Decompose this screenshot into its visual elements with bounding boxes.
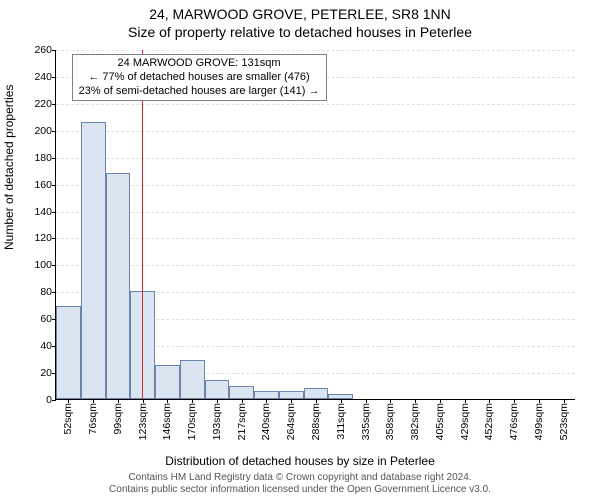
xtick-label: 288sqm: [310, 403, 322, 440]
bar: [254, 391, 279, 399]
xtick-label: 123sqm: [137, 403, 149, 440]
ytick-label: 60: [40, 313, 52, 325]
gridline-h: [56, 212, 575, 213]
bar: [279, 391, 304, 399]
xtick-label: 146sqm: [161, 403, 173, 440]
x-axis-label: Distribution of detached houses by size …: [0, 454, 600, 468]
reference-line: [142, 50, 143, 399]
ytick-label: 160: [34, 179, 52, 191]
ytick-mark: [52, 185, 56, 186]
xtick-label: 476sqm: [508, 403, 520, 440]
xtick-label: 311sqm: [335, 403, 347, 440]
xtick-label: 358sqm: [384, 403, 396, 440]
ytick-label: 80: [40, 286, 52, 298]
plot-area: 02040608010012014016018020022024026052sq…: [55, 50, 575, 400]
footnote: Contains HM Land Registry data © Crown c…: [0, 472, 600, 496]
annotation-line: 24 MARWOOD GROVE: 131sqm: [79, 57, 320, 71]
ytick-label: 20: [40, 367, 52, 379]
xtick-label: 335sqm: [360, 403, 372, 440]
xtick-label: 405sqm: [434, 403, 446, 440]
ytick-label: 140: [34, 206, 52, 218]
gridline-h: [56, 50, 575, 51]
ytick-label: 0: [46, 394, 52, 406]
xtick-label: 240sqm: [260, 403, 272, 440]
gridline-h: [56, 185, 575, 186]
chart-container: { "title_line1": "24, MARWOOD GROVE, PET…: [0, 0, 600, 500]
ytick-mark: [52, 131, 56, 132]
ytick-label: 260: [34, 44, 52, 56]
ytick-mark: [52, 400, 56, 401]
xtick-label: 99sqm: [112, 403, 124, 435]
gridline-h: [56, 158, 575, 159]
ytick-mark: [52, 292, 56, 293]
footnote-line1: Contains HM Land Registry data © Crown c…: [128, 472, 471, 483]
bar: [56, 306, 81, 399]
gridline-h: [56, 238, 575, 239]
chart-title-line2: Size of property relative to detached ho…: [0, 24, 600, 40]
xtick-label: 170sqm: [186, 403, 198, 440]
ytick-mark: [52, 265, 56, 266]
xtick-label: 499sqm: [533, 403, 545, 440]
ytick-label: 220: [34, 98, 52, 110]
gridline-h: [56, 131, 575, 132]
xtick-label: 382sqm: [409, 403, 421, 440]
ytick-mark: [52, 104, 56, 105]
bar: [180, 360, 205, 399]
bar: [229, 386, 254, 399]
ytick-label: 180: [34, 152, 52, 164]
ytick-label: 100: [34, 259, 52, 271]
gridline-h: [56, 265, 575, 266]
ytick-mark: [52, 77, 56, 78]
xtick-label: 217sqm: [236, 403, 248, 440]
y-axis-label: Number of detached properties: [2, 85, 16, 250]
annotation-line: ← 77% of detached houses are smaller (47…: [79, 71, 320, 85]
annotation-box: 24 MARWOOD GROVE: 131sqm← 77% of detache…: [72, 54, 327, 101]
ytick-label: 40: [40, 340, 52, 352]
bar: [205, 380, 230, 399]
ytick-label: 240: [34, 71, 52, 83]
xtick-label: 193sqm: [211, 403, 223, 440]
ytick-label: 200: [34, 125, 52, 137]
bar: [304, 388, 329, 399]
bar: [155, 365, 180, 399]
xtick-label: 523sqm: [558, 403, 570, 440]
ytick-mark: [52, 50, 56, 51]
footnote-line2: Contains public sector information licen…: [109, 484, 491, 495]
annotation-line: 23% of semi-detached houses are larger (…: [79, 85, 320, 99]
xtick-label: 76sqm: [87, 403, 99, 435]
bar: [81, 122, 106, 399]
bar: [106, 173, 131, 399]
ytick-mark: [52, 158, 56, 159]
xtick-label: 452sqm: [483, 403, 495, 440]
chart-title-line1: 24, MARWOOD GROVE, PETERLEE, SR8 1NN: [0, 6, 600, 22]
xtick-label: 52sqm: [62, 403, 74, 435]
xtick-label: 264sqm: [285, 403, 297, 440]
ytick-mark: [52, 212, 56, 213]
ytick-label: 120: [34, 232, 52, 244]
ytick-mark: [52, 238, 56, 239]
gridline-h: [56, 104, 575, 105]
xtick-label: 429sqm: [459, 403, 471, 440]
